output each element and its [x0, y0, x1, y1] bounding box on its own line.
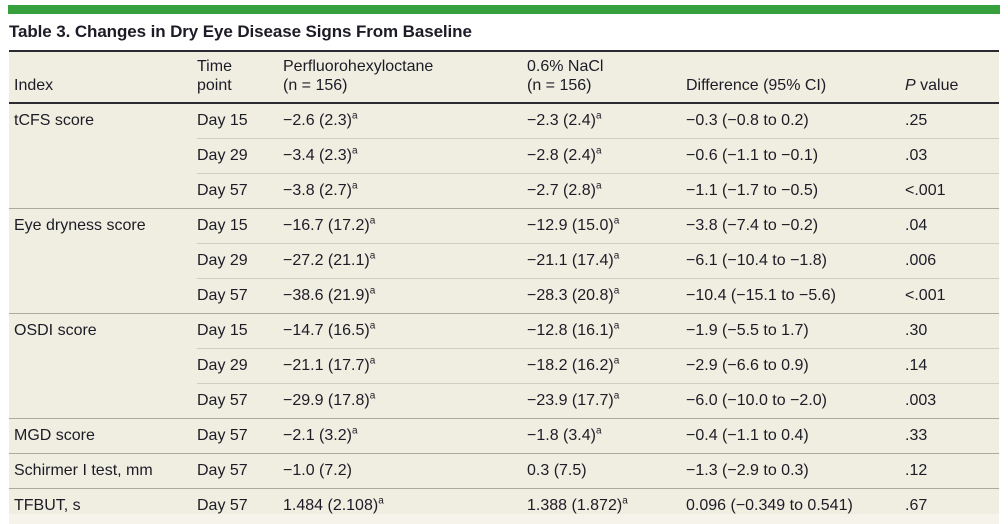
p-cell: .14 [905, 348, 999, 384]
table-title: Table 3. Changes in Dry Eye Disease Sign… [9, 22, 472, 41]
nacl-cell: −21.1 (17.4)a [527, 243, 686, 279]
time-cell: Day 57 [197, 453, 283, 489]
index-cell: tCFS score [14, 112, 95, 130]
table-row: Day 57 −29.9 (17.8)a −23.9 (17.7)a −6.0 (−1… [9, 383, 999, 419]
table-row: Day 29 −27.2 (21.1)a −21.1 (17.4)a −6.1 (−1… [9, 243, 999, 279]
index-cell: MGD score [9, 418, 197, 454]
diff-cell: −0.4 (−1.1 to 0.4) [686, 418, 905, 454]
time-cell: Day 57 [197, 278, 283, 314]
time-cell: Day 29 [197, 243, 283, 279]
diff-cell: −2.9 (−6.6 to 0.9) [686, 348, 905, 384]
diff-cell: −1.9 (−5.5 to 1.7) [686, 313, 905, 349]
time-cell: Day 57 [197, 383, 283, 419]
pfh-cell: −3.4 (2.3)a [283, 138, 527, 174]
accent-bar [8, 5, 1000, 14]
pfh-cell: −14.7 (16.5)a [283, 313, 527, 349]
diff-cell: −10.4 (−15.1 to −5.6) [686, 278, 905, 314]
time-cell: Day 29 [197, 138, 283, 174]
p-cell: .03 [905, 138, 999, 174]
col-header-time: Time point [197, 51, 283, 104]
diff-cell: −0.6 (−1.1 to −0.1) [686, 138, 905, 174]
index-cell: Schirmer I test, mm [9, 453, 197, 489]
index-cell [9, 349, 197, 384]
pfh-cell: −21.1 (17.7)a [283, 348, 527, 384]
time-cell: Day 57 [197, 173, 283, 209]
p-cell: .12 [905, 453, 999, 489]
footnote-area [9, 514, 999, 524]
table-row: Eye dryness score Day 15 −16.7 (17.2)a −12.… [9, 208, 999, 244]
col-header-diff: Difference (95% CI) [686, 51, 905, 104]
col-header-pfh: Perfluorohexyloctane (n = 156) [283, 51, 527, 104]
index-cell [9, 174, 197, 209]
data-table: Index Time point Perfluorohexyloctane (n = 1… [9, 50, 999, 524]
table-row: Day 57 −38.6 (21.9)a −28.3 (20.8)a −10.4 (−… [9, 278, 999, 314]
pfh-cell: −2.6 (2.3)a [283, 110, 358, 129]
time-cell: Day 15 [197, 208, 283, 244]
p-cell: .25 [905, 112, 928, 129]
diff-cell: −1.3 (−2.9 to 0.3) [686, 453, 905, 489]
time-cell: Day 29 [197, 348, 283, 384]
nacl-cell: −12.8 (16.1)a [527, 313, 686, 349]
table-container: Index Time point Perfluorohexyloctane (n = 1… [9, 50, 999, 524]
diff-cell: −6.1 (−10.4 to −1.8) [686, 243, 905, 279]
pfh-cell: −1.0 (7.2) [283, 453, 527, 489]
header-row: Index Time point Perfluorohexyloctane (n = 1… [9, 51, 999, 104]
time-cell: Day 15 [197, 313, 283, 349]
col-header-nacl: 0.6% NaCl (n = 156) [527, 51, 686, 104]
pfh-cell: −2.1 (3.2)a [283, 418, 527, 454]
table-row: MGD score Day 57 −2.1 (3.2)a −1.8 (3.4)a −0.… [9, 418, 999, 454]
p-cell: <.001 [905, 278, 999, 314]
pfh-cell: −16.7 (17.2)a [283, 208, 527, 244]
diff-cell: −1.1 (−1.7 to −0.5) [686, 173, 905, 209]
index-cell [9, 139, 197, 174]
pfh-cell: −3.8 (2.7)a [283, 173, 527, 209]
index-cell [9, 244, 197, 279]
table-row: Day 29 −21.1 (17.7)a −18.2 (16.2)a −2.9 (−6… [9, 348, 999, 384]
nacl-cell: 0.3 (7.5) [527, 453, 686, 489]
table-row: Day 57 −3.8 (2.7)a −2.7 (2.8)a −1.1 (−1.7 t… [9, 173, 999, 209]
diff-cell: −6.0 (−10.0 to −2.0) [686, 383, 905, 419]
nacl-cell: −18.2 (16.2)a [527, 348, 686, 384]
diff-cell: −3.8 (−7.4 to −0.2) [686, 208, 905, 244]
pfh-cell: −27.2 (21.1)a [283, 243, 527, 279]
index-cell: OSDI score [9, 313, 197, 349]
p-cell: .003 [905, 383, 999, 419]
diff-cell: −0.3 (−0.8 to 0.2) [686, 112, 809, 129]
table-body: tCFS score Day 15 −2.6 (2.3)a −2.3 (2.4)a −0… [9, 103, 999, 524]
nacl-cell: −2.7 (2.8)a [527, 173, 686, 209]
col-header-p: P value [905, 51, 999, 104]
nacl-cell: −1.8 (3.4)a [527, 418, 686, 454]
nacl-cell: −23.9 (17.7)a [527, 383, 686, 419]
index-cell [9, 384, 197, 419]
nacl-cell: −28.3 (20.8)a [527, 278, 686, 314]
index-cell: Eye dryness score [9, 208, 197, 244]
nacl-cell: −2.3 (2.4)a [527, 110, 602, 129]
p-cell: .33 [905, 418, 999, 454]
nacl-cell: −2.8 (2.4)a [527, 138, 686, 174]
pfh-cell: −29.9 (17.8)a [283, 383, 527, 419]
table-row: OSDI score Day 15 −14.7 (16.5)a −12.8 (16.1… [9, 313, 999, 349]
table-row: tCFS score Day 15 −2.6 (2.3)a −2.3 (2.4)a −0… [9, 103, 999, 139]
table-row: Day 29 −3.4 (2.3)a −2.8 (2.4)a −0.6 (−1.1 t… [9, 138, 999, 174]
pfh-cell: −38.6 (21.9)a [283, 278, 527, 314]
time-cell: Day 57 [197, 418, 283, 454]
nacl-cell: −12.9 (15.0)a [527, 208, 686, 244]
index-cell [9, 279, 197, 314]
p-cell: <.001 [905, 173, 999, 209]
table-row: Schirmer I test, mm Day 57 −1.0 (7.2) 0.3 (… [9, 453, 999, 489]
col-header-index: Index [9, 51, 197, 104]
p-cell: .04 [905, 208, 999, 244]
p-cell: .006 [905, 243, 999, 279]
time-cell: Day 15 [197, 112, 248, 129]
p-cell: .30 [905, 313, 999, 349]
